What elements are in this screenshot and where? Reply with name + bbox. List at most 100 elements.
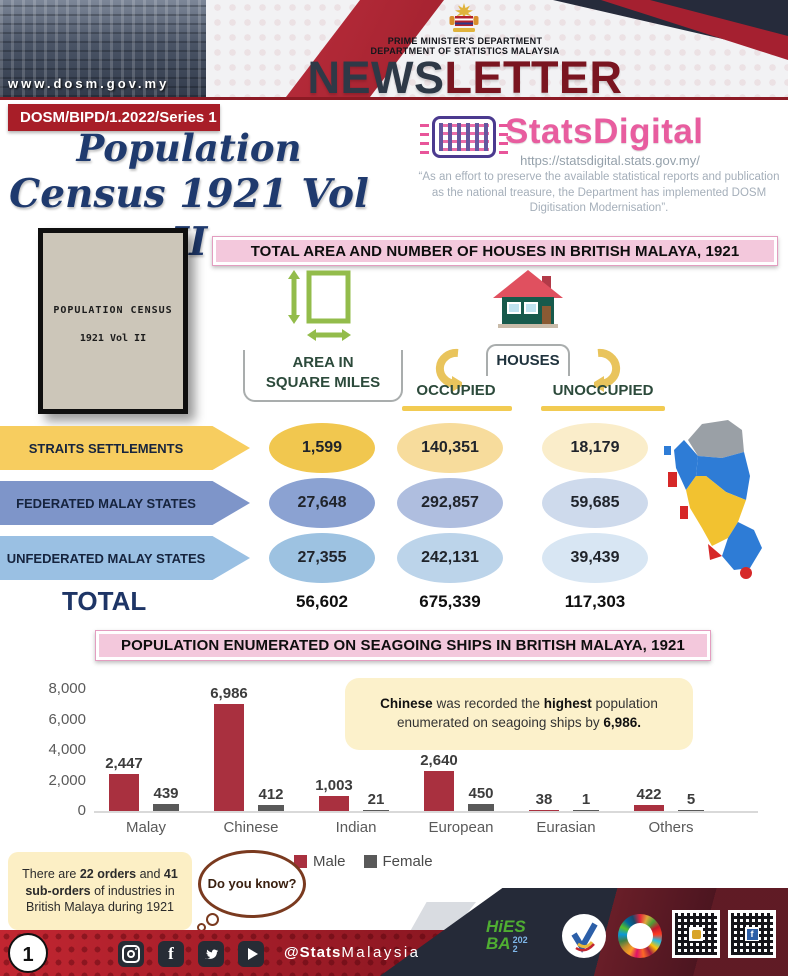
instagram-icon[interactable] [118, 941, 144, 967]
hies-logo-text: HiES [486, 917, 526, 936]
census-book-cover: POPULATION CENSUS 1921 Vol II [38, 228, 188, 414]
bar-value-label: 422 [636, 786, 662, 803]
category-label-eurasian: Eurasian [536, 819, 596, 836]
y-axis-tick: 8,000 [48, 680, 86, 697]
unoccupied-underline [541, 406, 665, 411]
bar-chinese-male [214, 704, 244, 811]
total-label: TOTAL [62, 586, 147, 616]
qr-code-dosm [672, 910, 720, 958]
column-header-unoccupied: UNOCCUPIED [552, 382, 654, 399]
book-volume: 1921 Vol II [79, 333, 147, 344]
bar-others-female [678, 810, 704, 811]
dept-line-2: DEPARTMENT OF STATISTICS MALAYSIA [370, 46, 560, 56]
footer-logo-band: HiES BA 2022 f [380, 888, 788, 976]
hies-logo-year: 2022 [512, 934, 528, 954]
statsdigital-logo-tick-right [499, 120, 508, 154]
bar-malay-female [153, 804, 179, 811]
curved-arrow-left-icon [435, 348, 462, 392]
social-handle[interactable]: @StatsMalaysia [284, 944, 421, 961]
category-label-others: Others [648, 819, 694, 836]
bar-value-label: 439 [153, 785, 179, 802]
facebook-icon[interactable]: f [158, 941, 184, 967]
chart-x-axis [94, 811, 758, 813]
website-url[interactable]: www.dosm.gov.my [8, 76, 170, 91]
houses-label: HOUSES [486, 344, 570, 376]
table-row-federated-malay-states: FEDERATED MALAY STATES 27,648 292,857 59… [0, 478, 788, 528]
chart-title: POPULATION ENUMERATED ON SEAGOING SHIPS … [95, 630, 711, 661]
british-malaya-map [664, 420, 762, 579]
do-you-know-bubble: Do you know? [198, 850, 306, 918]
y-axis-tick: 0 [77, 802, 86, 819]
bar-european-male [424, 771, 454, 811]
wordmark-letter: LETTER [444, 52, 623, 103]
value-occupied: 140,351 [397, 423, 503, 473]
occupied-underline [402, 406, 512, 411]
twitter-icon[interactable] [198, 941, 224, 967]
bar-value-label: 2,447 [105, 755, 143, 772]
y-axis-tick: 6,000 [48, 710, 86, 728]
y-axis-tick: 4,000 [48, 741, 86, 758]
row-label: UNFEDERATED MALAY STATES [6, 550, 206, 566]
bar-value-label: 1,003 [315, 777, 353, 794]
curved-arrow-right-icon [594, 348, 621, 392]
bar-value-label: 6,986 [210, 685, 248, 702]
bar-eurasian-male [529, 810, 559, 811]
value-unoccupied: 18,179 [542, 423, 648, 473]
value-unoccupied: 59,685 [542, 478, 648, 528]
book-title: POPULATION CENSUS [53, 305, 173, 316]
total-area: 56,602 [296, 592, 348, 611]
malaysia-coat-of-arms-icon [449, 3, 479, 32]
value-occupied: 292,857 [397, 478, 503, 528]
value-area: 1,599 [269, 423, 375, 473]
statsdigital-logo-tick-left [420, 120, 429, 154]
bar-value-label: 412 [258, 786, 284, 803]
bar-value-label: 5 [686, 791, 696, 808]
handle-rest: Malaysia [341, 944, 421, 961]
page-title-line1: Population [76, 126, 302, 170]
value-area: 27,648 [269, 478, 375, 528]
handle-bold: @Stats [284, 944, 342, 961]
legend-item-male: Male [294, 853, 346, 870]
houses-section-title: TOTAL AREA AND NUMBER OF HOUSES IN BRITI… [212, 236, 778, 266]
dosm-building-photo [0, 0, 206, 97]
bar-value-label: 2,640 [420, 752, 458, 769]
row-banner: UNFEDERATED MALAY STATES [0, 536, 250, 580]
seagoing-ships-bar-chart: 8,000 6,000 4,000 2,000 0 2,447 439 Malay 6,986 4… [0, 664, 788, 864]
total-occupied: 675,339 [419, 592, 481, 611]
statsdigital-logo-icon [432, 116, 496, 158]
row-label: FEDERATED MALAY STATES [16, 495, 196, 511]
area-measure-icon [288, 270, 351, 341]
bar-chinese-female [258, 805, 284, 811]
bar-value-label: 1 [581, 791, 591, 808]
issue-badge: DOSM/BIPD/1.2022/Series 1 [8, 104, 220, 131]
table-row-straits-settlements: STRAITS SETTLEMENTS 1,599 140,351 18,179 [0, 423, 788, 473]
ba-logo-text: BA [486, 934, 511, 953]
wordmark-news: NEWS [307, 52, 445, 103]
bar-value-label: 38 [535, 791, 553, 808]
bar-indian-male [319, 796, 349, 811]
house-icon [493, 270, 563, 328]
legend-item-female: Female [363, 853, 433, 870]
y-axis-tick: 2,000 [48, 771, 86, 789]
bar-european-female [468, 804, 494, 811]
bar-malay-male [109, 774, 139, 811]
row-label: STRAITS SETTLEMENTS [28, 440, 184, 456]
page-number: 1 [8, 933, 48, 973]
row-banner: FEDERATED MALAY STATES [0, 481, 250, 525]
column-header-area: AREA IN SQUARE MILES [243, 350, 403, 402]
dept-line-1: PRIME MINISTER'S DEPARTMENT [387, 36, 543, 46]
bar-indian-female [363, 810, 389, 811]
bar-value-label: 21 [367, 791, 385, 808]
did-you-know-fact: There are 22 orders and 41 sub-orders of… [8, 852, 192, 930]
masthead-header: www.dosm.gov.my PRIME MINISTER'S DEPARTM… [0, 0, 788, 103]
bar-value-label: 450 [468, 785, 494, 802]
census-round-logo [562, 914, 606, 958]
hies-ba-logo: HiES BA 2022 [486, 918, 552, 954]
youtube-icon[interactable] [238, 941, 264, 967]
qr-code-facebook: f [728, 910, 776, 958]
area-label-line2: SQUARE MILES [265, 374, 381, 392]
statsdigital-url[interactable]: https://statsdigital.stats.gov.my/ [520, 153, 700, 168]
column-header-occupied: OCCUPIED [416, 382, 496, 399]
category-label-chinese: Chinese [223, 819, 279, 836]
